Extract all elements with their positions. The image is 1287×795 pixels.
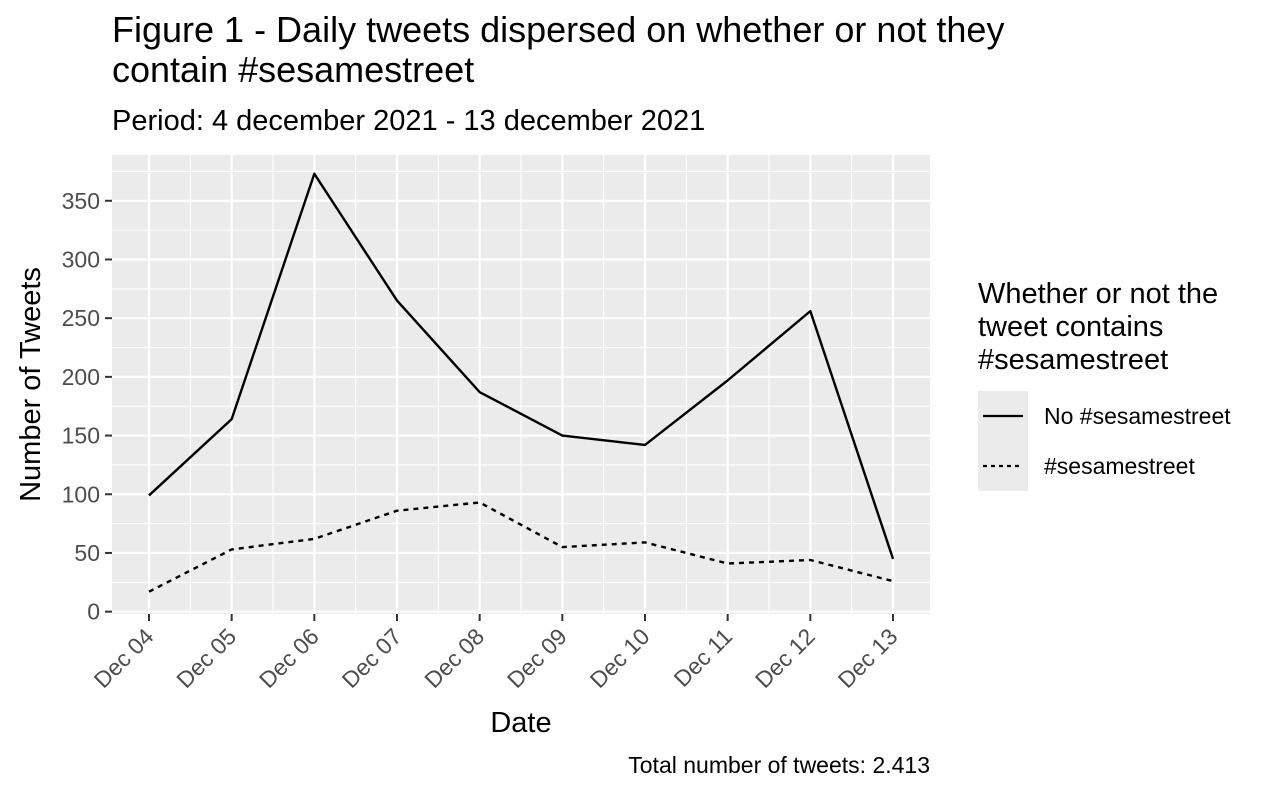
legend-label-sesamestreet: #sesamestreet	[1044, 452, 1195, 479]
y-axis-title: Number of Tweets	[15, 267, 47, 502]
x-axis-title: Date	[490, 707, 551, 739]
legend-title-line-3: #sesamestreet	[978, 344, 1169, 376]
chart-title: Figure 1 - Daily tweets dispersed on whe…	[112, 10, 1112, 90]
legend-title-line-1: Whether or not the	[978, 278, 1219, 310]
chart-caption: Total number of tweets: 2.413	[628, 752, 930, 778]
series-line-sesamestreet	[148, 501, 894, 593]
x-tick-label: Dec 11	[668, 623, 737, 692]
x-tick-label: Dec 08	[419, 623, 489, 693]
legend-key-solid	[978, 391, 1028, 441]
chart-subtitle: Period: 4 december 2021 - 13 december 20…	[112, 105, 706, 137]
legend-title-line-2: tweet contains	[978, 311, 1164, 343]
x-tick-label: Dec 12	[750, 623, 820, 693]
legend-label-no-sesamestreet: No #sesamestreet	[1044, 402, 1231, 429]
y-tick-label: 0	[87, 599, 100, 625]
legend-item-no-sesamestreet: No #sesamestreet	[978, 391, 1278, 441]
x-tick-label: Dec 10	[585, 623, 655, 693]
chart-title-line-2: contain #sesamestreet	[112, 49, 475, 90]
legend-item-sesamestreet: #sesamestreet	[978, 441, 1278, 491]
legend-keys: No #sesamestreet #sesamestreet	[978, 391, 1278, 491]
y-tick-label: 350	[62, 188, 100, 214]
y-tick-label: 50	[74, 540, 100, 566]
series-line-no-sesamestreet	[148, 172, 895, 560]
x-tick-label: Dec 07	[337, 623, 407, 693]
x-tick-label: Dec 13	[833, 623, 903, 693]
x-tick-label: Dec 04	[89, 623, 159, 693]
legend-key-dashed	[978, 441, 1028, 491]
y-tick-label: 300	[62, 246, 100, 272]
chart-title-line-1: Figure 1 - Daily tweets dispersed on whe…	[112, 9, 1005, 50]
x-tick-label: Dec 09	[502, 623, 572, 693]
legend-title: Whether or not the tweet contains #sesam…	[978, 278, 1278, 377]
x-tick-label: Dec 05	[171, 623, 241, 693]
legend: Whether or not the tweet contains #sesam…	[978, 278, 1278, 491]
y-tick-label: 200	[62, 364, 100, 390]
x-tick-label: Dec 06	[254, 623, 324, 693]
y-tick-label: 250	[62, 305, 100, 331]
y-tick-label: 150	[62, 423, 100, 449]
y-tick-label: 100	[62, 481, 100, 507]
